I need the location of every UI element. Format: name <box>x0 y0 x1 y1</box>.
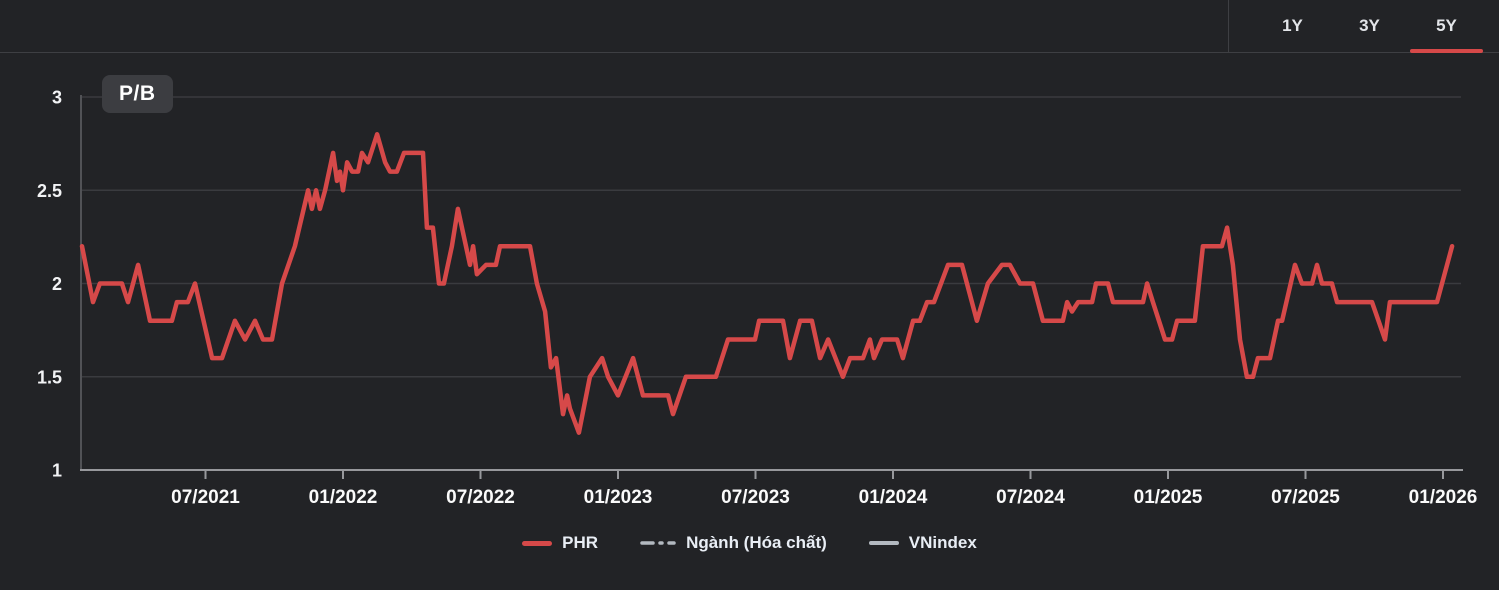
svg-text:1: 1 <box>52 461 62 481</box>
metric-badge: P/B <box>102 75 173 113</box>
tab-3y[interactable]: 3Y <box>1359 16 1380 35</box>
legend-label-vnindex: VNindex <box>908 533 977 552</box>
svg-text:01/2025: 01/2025 <box>1134 487 1203 508</box>
legend-item-nganh[interactable]: Ngành (Hóa chất) <box>640 533 827 553</box>
chart-legend: PHR Ngành (Hóa chất) VNindex <box>0 533 1499 553</box>
nganh-dashdot-swatch <box>640 541 676 545</box>
svg-text:01/2022: 01/2022 <box>309 487 378 508</box>
period-toolbar: 1Y 3Y 5Y <box>0 0 1499 53</box>
svg-text:2: 2 <box>52 274 62 294</box>
svg-text:01/2023: 01/2023 <box>584 487 653 508</box>
svg-text:2.5: 2.5 <box>37 181 62 201</box>
svg-text:07/2023: 07/2023 <box>721 487 790 508</box>
legend-item-phr[interactable]: PHR <box>522 533 598 553</box>
svg-text:01/2026: 01/2026 <box>1409 487 1478 508</box>
period-tabs: 1Y 3Y 5Y <box>1228 0 1499 53</box>
vnindex-line-swatch <box>868 541 899 545</box>
svg-text:07/2025: 07/2025 <box>1271 487 1340 508</box>
legend-label-nganh: Ngành (Hóa chất) <box>686 533 827 552</box>
tab-5y[interactable]: 5Y <box>1408 0 1485 53</box>
svg-text:07/2021: 07/2021 <box>171 487 240 508</box>
svg-text:07/2022: 07/2022 <box>446 487 515 508</box>
tab-1y[interactable]: 1Y <box>1282 16 1303 35</box>
phr-line-swatch <box>522 540 553 546</box>
svg-text:1.5: 1.5 <box>37 367 62 387</box>
svg-text:3: 3 <box>52 88 62 108</box>
active-tab-underline <box>1410 49 1483 53</box>
legend-label-phr: PHR <box>562 533 599 552</box>
tab-5y-label: 5Y <box>1436 16 1457 35</box>
svg-text:01/2024: 01/2024 <box>859 487 928 508</box>
legend-item-vnindex[interactable]: VNindex <box>868 533 977 553</box>
svg-text:07/2024: 07/2024 <box>996 487 1065 508</box>
